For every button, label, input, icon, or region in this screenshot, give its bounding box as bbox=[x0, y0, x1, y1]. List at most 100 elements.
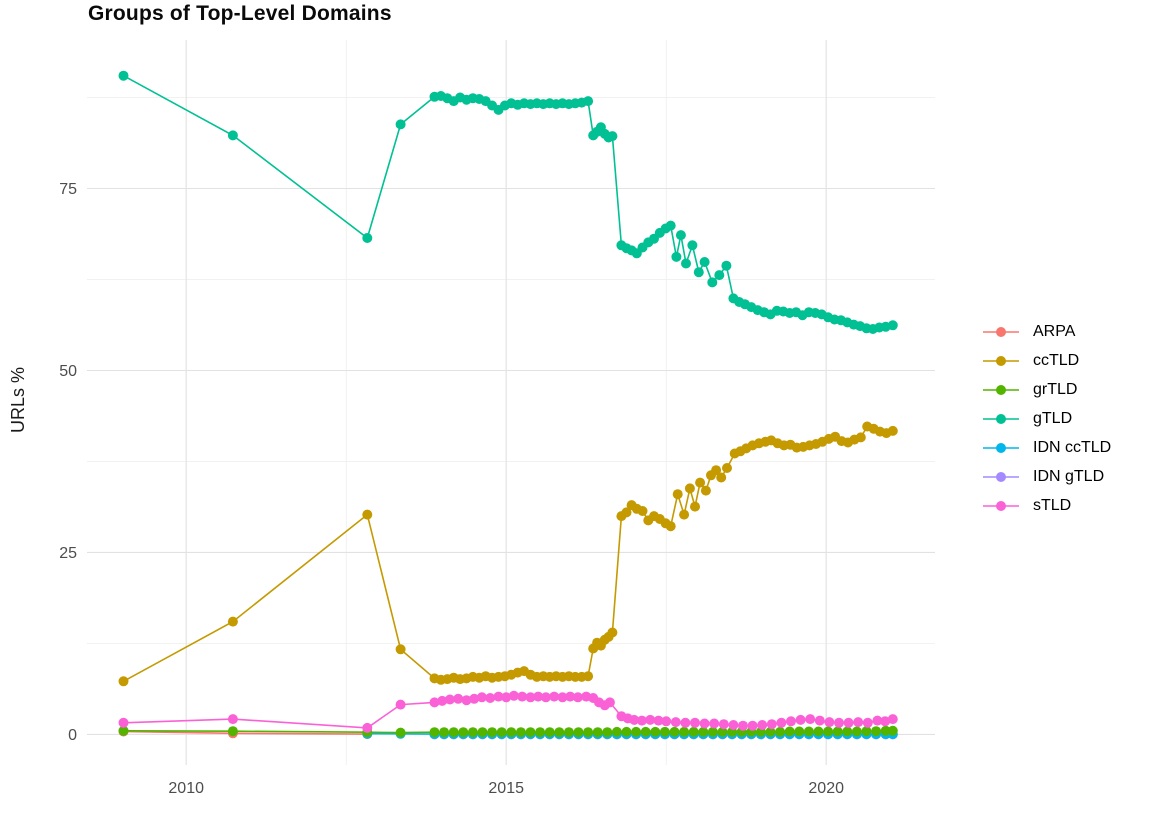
legend-label: grTLD bbox=[1033, 380, 1078, 398]
data-point bbox=[444, 694, 455, 705]
data-point bbox=[832, 726, 843, 737]
data-point bbox=[362, 509, 373, 520]
data-point bbox=[118, 70, 129, 81]
data-point bbox=[631, 726, 642, 737]
data-point bbox=[709, 718, 720, 729]
data-point bbox=[485, 693, 496, 703]
data-point bbox=[554, 727, 565, 738]
data-point bbox=[718, 719, 729, 730]
data-point bbox=[565, 691, 576, 702]
legend-key-icon bbox=[983, 471, 1019, 482]
legend-label: sTLD bbox=[1033, 496, 1072, 514]
legend-key-icon bbox=[983, 442, 1019, 453]
data-point bbox=[843, 717, 854, 728]
data-point bbox=[467, 727, 478, 738]
data-point bbox=[853, 717, 864, 728]
data-point bbox=[757, 720, 768, 730]
data-point bbox=[688, 726, 699, 737]
data-point bbox=[227, 616, 238, 627]
data-point bbox=[640, 726, 651, 737]
data-point bbox=[637, 506, 648, 516]
data-point bbox=[477, 727, 488, 738]
data-point bbox=[842, 726, 853, 737]
data-point bbox=[871, 726, 882, 737]
data-point bbox=[602, 727, 613, 738]
series-ARPA bbox=[118, 726, 373, 740]
data-point bbox=[604, 697, 615, 708]
data-point bbox=[671, 251, 682, 262]
data-point bbox=[395, 119, 406, 130]
data-point bbox=[862, 717, 873, 728]
data-point bbox=[813, 726, 824, 737]
data-series bbox=[118, 70, 898, 740]
data-point bbox=[621, 507, 632, 518]
series-sTLD bbox=[118, 690, 898, 733]
data-point bbox=[611, 726, 622, 737]
legend-item: gTLD bbox=[982, 408, 1111, 429]
data-point bbox=[533, 691, 544, 702]
data-point bbox=[429, 727, 440, 738]
data-point bbox=[887, 725, 898, 736]
data-point bbox=[496, 727, 507, 738]
legend-item: sTLD bbox=[982, 495, 1111, 516]
data-point bbox=[476, 692, 487, 703]
data-point bbox=[395, 727, 406, 738]
data-point bbox=[680, 717, 691, 728]
data-point bbox=[721, 260, 732, 271]
data-point bbox=[118, 717, 129, 728]
data-point bbox=[714, 270, 725, 281]
data-point bbox=[679, 509, 690, 520]
data-point bbox=[670, 717, 681, 728]
y-tick-label: 75 bbox=[59, 181, 77, 198]
y-tick-label: 50 bbox=[59, 363, 77, 380]
data-point bbox=[607, 131, 618, 142]
legend-key-icon bbox=[983, 384, 1019, 395]
data-point bbox=[707, 726, 718, 737]
legend-key-icon bbox=[983, 413, 1019, 424]
data-point bbox=[453, 693, 464, 704]
grid-lines bbox=[87, 40, 935, 765]
data-point bbox=[834, 717, 844, 728]
data-point bbox=[362, 233, 373, 243]
data-point bbox=[880, 725, 891, 736]
data-point bbox=[795, 714, 806, 725]
legend-label: IDN ccTLD bbox=[1033, 438, 1112, 456]
data-point bbox=[775, 726, 786, 737]
x-tick-label: 2010 bbox=[168, 780, 204, 797]
data-point bbox=[439, 727, 450, 738]
data-point bbox=[872, 715, 883, 726]
data-point bbox=[786, 716, 796, 727]
data-point bbox=[738, 720, 748, 731]
series-line bbox=[123, 74, 893, 330]
data-point bbox=[525, 692, 536, 703]
data-point bbox=[766, 719, 777, 730]
data-point bbox=[448, 727, 459, 738]
data-point bbox=[784, 726, 795, 737]
data-point bbox=[700, 485, 711, 496]
series-gTLD bbox=[118, 70, 898, 334]
data-point bbox=[118, 725, 129, 736]
data-point bbox=[669, 726, 680, 737]
data-point bbox=[362, 722, 373, 733]
data-point bbox=[395, 644, 406, 655]
data-point bbox=[461, 695, 472, 706]
data-point bbox=[227, 130, 238, 141]
data-point bbox=[458, 727, 469, 738]
data-point bbox=[861, 726, 872, 737]
data-point bbox=[851, 726, 862, 737]
data-point bbox=[621, 726, 632, 737]
data-point bbox=[583, 671, 594, 682]
data-point bbox=[515, 727, 526, 738]
data-point bbox=[506, 727, 517, 738]
data-point bbox=[716, 472, 727, 483]
data-point bbox=[765, 726, 776, 737]
data-point bbox=[429, 697, 440, 708]
data-point bbox=[690, 717, 700, 728]
data-point bbox=[679, 726, 690, 737]
data-point bbox=[675, 230, 686, 241]
data-point bbox=[823, 726, 834, 737]
data-point bbox=[583, 727, 594, 738]
data-point bbox=[887, 425, 898, 436]
data-point bbox=[525, 727, 536, 738]
